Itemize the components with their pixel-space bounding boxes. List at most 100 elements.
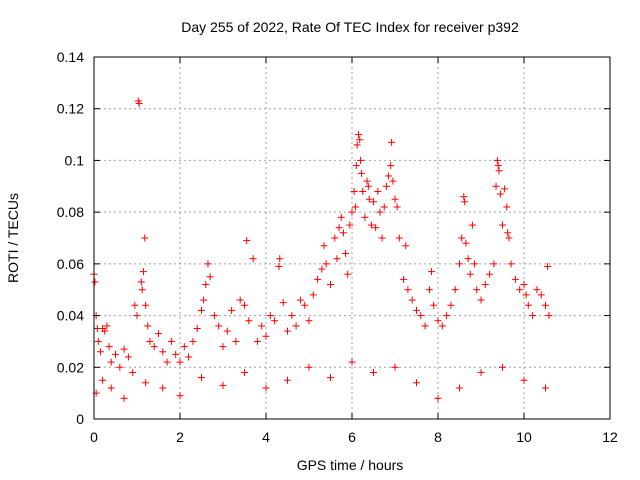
data-point: [288, 312, 296, 320]
data-point: [425, 286, 433, 294]
y-tick-label: 0.02: [57, 359, 84, 375]
data-point: [342, 250, 350, 258]
data-point: [96, 348, 104, 356]
data-points-layer: [90, 97, 553, 402]
data-point: [447, 301, 455, 309]
data-point: [404, 286, 412, 294]
data-point: [504, 229, 512, 237]
data-point: [477, 296, 485, 304]
data-point: [193, 325, 201, 332]
data-point: [464, 255, 472, 263]
data-point: [105, 343, 113, 351]
data-point: [462, 239, 470, 247]
data-point: [456, 384, 463, 392]
data-point: [357, 169, 365, 177]
y-axis-title: ROTI / TECUs: [5, 193, 21, 283]
data-point: [361, 213, 369, 221]
data-point: [279, 299, 287, 307]
data-point: [219, 381, 227, 389]
data-point: [155, 330, 162, 338]
data-point: [400, 275, 408, 283]
data-point: [493, 156, 501, 164]
data-point: [352, 162, 360, 170]
data-point: [309, 291, 317, 299]
data-point: [451, 286, 459, 294]
data-point: [351, 203, 359, 211]
data-point: [520, 281, 528, 289]
ticks-layer: 0 2 4 6 8 10 12 0 0.02 0.04 0.06 0.08 0.1 0.12 0.14: [57, 49, 618, 445]
data-point: [335, 224, 343, 232]
data-point: [389, 177, 397, 185]
data-point: [408, 296, 416, 304]
data-point: [144, 322, 152, 330]
data-point: [103, 322, 111, 330]
data-point: [142, 379, 150, 387]
data-point: [150, 343, 158, 351]
data-point: [228, 306, 236, 314]
y-tick-label: 0.06: [57, 256, 84, 272]
data-point: [417, 312, 425, 320]
data-point: [159, 384, 167, 392]
data-point: [365, 195, 373, 203]
data-point: [107, 384, 115, 392]
data-point: [223, 327, 231, 335]
data-point: [305, 317, 313, 325]
data-point: [367, 221, 375, 229]
data-point: [198, 374, 205, 382]
data-point: [354, 131, 362, 139]
data-point: [206, 273, 214, 281]
data-point: [215, 322, 223, 330]
y-tick-label: 0.14: [57, 49, 84, 65]
data-point: [91, 278, 99, 286]
data-point: [522, 291, 530, 299]
data-point: [327, 281, 334, 289]
data-point: [262, 384, 270, 392]
data-point: [473, 286, 481, 294]
data-point: [376, 208, 384, 216]
data-point: [129, 368, 137, 376]
data-point: [385, 172, 393, 180]
data-point: [378, 234, 386, 242]
data-point: [241, 301, 248, 309]
data-point: [387, 162, 395, 170]
data-point: [481, 281, 489, 289]
data-point: [544, 262, 552, 270]
data-point: [533, 286, 541, 294]
data-point: [159, 348, 167, 356]
data-point: [524, 301, 532, 309]
data-point: [249, 255, 257, 263]
data-point: [258, 322, 266, 330]
data-point: [348, 208, 356, 216]
data-point: [468, 221, 476, 229]
data-point: [124, 353, 132, 361]
data-point: [413, 306, 420, 314]
data-point: [185, 353, 193, 361]
data-point: [241, 368, 248, 376]
data-point: [413, 379, 420, 387]
data-point: [438, 322, 446, 330]
data-point: [495, 167, 503, 175]
data-point: [120, 345, 128, 353]
y-tick-label: 0.1: [65, 152, 85, 168]
data-point: [327, 374, 334, 382]
data-point: [112, 350, 119, 358]
data-point: [402, 242, 410, 250]
x-axis-title: GPS time / hours: [297, 457, 404, 473]
data-point: [135, 100, 143, 108]
data-point: [314, 275, 322, 283]
data-point: [318, 265, 326, 273]
data-point: [296, 296, 304, 304]
data-point: [364, 182, 372, 190]
x-tick-label: 8: [434, 429, 442, 445]
data-point: [138, 286, 146, 294]
data-point: [494, 162, 502, 170]
data-point: [219, 343, 227, 351]
data-point: [542, 384, 549, 392]
data-point: [163, 358, 171, 366]
data-point: [301, 301, 309, 309]
data-point: [322, 260, 330, 268]
y-tick-label: 0.04: [57, 308, 84, 324]
data-point: [232, 337, 240, 345]
data-point: [337, 213, 345, 221]
data-point: [503, 203, 511, 211]
